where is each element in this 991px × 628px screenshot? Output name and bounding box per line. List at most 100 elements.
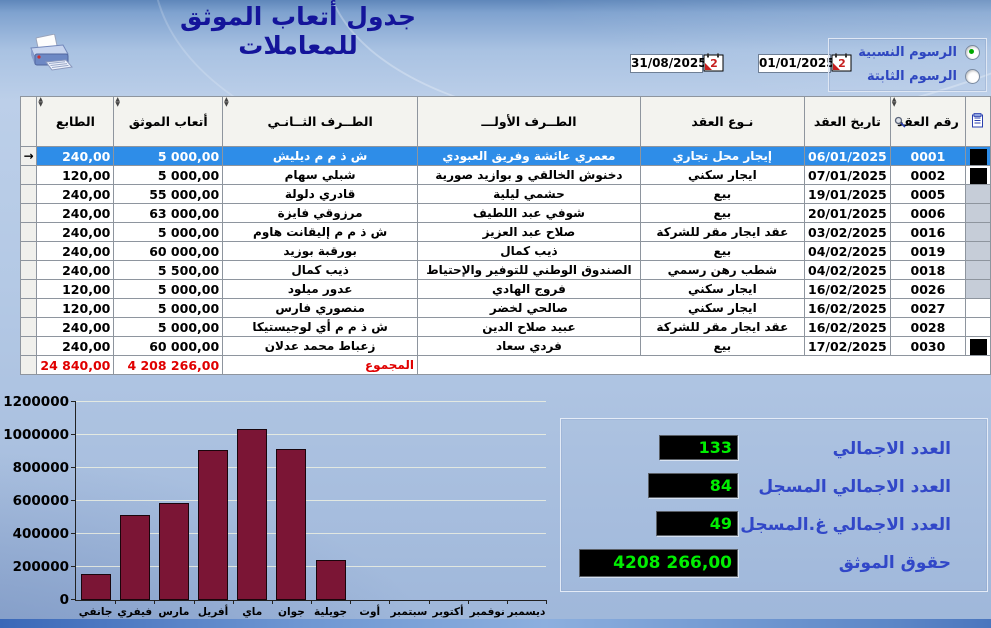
cell-number: 0027 (889, 298, 966, 318)
cell-party2: ذيب كمال (222, 260, 419, 280)
column-header-party2[interactable]: ▲ ▼ الطــرف الثــانـي (222, 96, 419, 147)
x-axis-tick (428, 600, 430, 604)
cell-indicator (964, 298, 991, 318)
printer-icon[interactable] (24, 34, 76, 80)
y-axis-label: 400000 (12, 526, 69, 542)
cell-date: 17/02/2025 (803, 336, 891, 356)
date-to-field[interactable]: 31/08/2025 (630, 54, 707, 73)
row-selector (19, 184, 38, 204)
cell-type: ايجار سكني (639, 279, 805, 299)
summary-panel: 133 العدد الاجمالي 84 العدد الاجمالي الم… (560, 418, 988, 592)
table-row[interactable]: 120,00 5 000,00 منصوري فارس صالحي لخضر ايجار… (19, 298, 991, 318)
calendar-icon[interactable]: 2 (831, 53, 854, 73)
chart-bar (198, 450, 229, 600)
cell-party1: دخنوش الخالقي و بوازيد صورية (417, 165, 641, 185)
cell-party2: ش ذ م م ديليش (222, 146, 419, 166)
radio-proportional-fees[interactable] (965, 44, 980, 60)
sort-icon: ▲ ▼ (38, 96, 43, 108)
y-axis-tick (71, 500, 76, 501)
radio-fixed-fees[interactable] (965, 68, 980, 84)
cell-indicator (964, 317, 991, 337)
column-header-stamp[interactable]: ▲ ▼ الطابع (36, 96, 115, 147)
table-header-row: ▲ ▼ الطابع ▲ ▼ أتعاب الموثق ▲ ▼ الطــرف الثــا… (19, 96, 991, 147)
y-axis-tick (71, 467, 76, 468)
cell-date: 04/02/2025 (803, 260, 891, 280)
table-row[interactable]: 120,00 5 000,00 شبلي سهام دخنوش الخالقي و ب… (19, 165, 991, 185)
x-axis-tick (467, 600, 469, 604)
table-row[interactable]: 240,00 60 000,00 بورقبة بوزيد ذيب كمال بيع 04… (19, 241, 991, 261)
cell-date: 16/02/2025 (803, 317, 891, 337)
table-row[interactable]: 240,00 5 000,00 ش ذ م م أي لوجيستيكا عبيد ص… (19, 317, 991, 337)
column-header-date[interactable]: تاريخ العقد (803, 96, 891, 147)
cell-number: 0018 (889, 260, 966, 280)
cell-number: 0019 (889, 241, 966, 261)
page-title: جدول أتعاب الموثق للمعاملات (180, 2, 416, 60)
summary-row-unregistered: 49 العدد الاجمالي غ.المسجل (561, 511, 987, 541)
lcd-notary-rights: 4208 266,00 (579, 549, 738, 577)
column-header-number[interactable]: ▲ ▼ رقم العقد (889, 96, 966, 147)
calendar-icon[interactable]: 2 (703, 53, 726, 73)
x-axis-tick (232, 600, 234, 604)
cell-number: 0002 (889, 165, 966, 185)
cell-date: 20/01/2025 (803, 203, 891, 223)
chart-bar (276, 449, 307, 600)
table-row[interactable]: 240,00 60 000,00 زعباط محمد عدلان فردي سعاد… (19, 336, 991, 356)
cell-stamp: 120,00 (36, 279, 115, 299)
y-axis-tick (71, 401, 76, 402)
date-from-field[interactable]: 01/01/2025 (758, 54, 835, 73)
y-axis-tick (71, 434, 76, 435)
cell-type: شطب رهن رسمي (639, 260, 805, 280)
cell-party1: صالحي لخضر (417, 298, 641, 318)
x-axis-tick (154, 600, 156, 604)
cell-date: 04/02/2025 (803, 241, 891, 261)
column-header-type[interactable]: نـوع العقد (639, 96, 805, 147)
cell-party2: بورقبة بوزيد (222, 241, 419, 261)
row-selector (19, 298, 38, 318)
total-row: 24 840,00 4 208 266,00 المجموع (19, 355, 991, 375)
x-axis-label: أفريل (197, 606, 229, 618)
radio-row-fixed[interactable]: الرسوم الثابتة (867, 65, 980, 87)
y-axis-label: 200000 (12, 559, 69, 575)
x-axis-label: فيفري (117, 606, 153, 618)
cell-party1: معمري عائشة وفريق العبودي (417, 146, 641, 166)
cell-fee: 5 000,00 (113, 317, 224, 337)
cell-party1: صلاح عبد العزيز (417, 222, 641, 242)
cell-fee: 60 000,00 (113, 241, 224, 261)
cell-party1: حشمي ليلية (417, 184, 641, 204)
x-axis-label: أكتوبر (432, 606, 464, 618)
column-header-party1[interactable]: الطــرف الأولـــ (417, 96, 641, 147)
cell-party1: ذيب كمال (417, 241, 641, 261)
x-axis-tick (506, 600, 508, 604)
notepad-icon (971, 112, 983, 127)
row-selector (19, 260, 38, 280)
indicator-column-header[interactable] (964, 96, 991, 147)
radio-fixed-label: الرسوم الثابتة (866, 68, 957, 84)
table-row[interactable]: 120,00 5 000,00 عدور ميلود فروج الهادي ايجار… (19, 279, 991, 299)
cell-indicator (964, 203, 991, 223)
cell-number: 0006 (889, 203, 966, 223)
cell-party1: الصندوق الوطني للتوفير والإحتياط (417, 260, 641, 280)
x-axis-tick (271, 600, 273, 604)
sort-icon: ▲ ▼ (891, 96, 897, 108)
cell-indicator (964, 241, 991, 261)
column-header-fee[interactable]: ▲ ▼ أتعاب الموثق (113, 96, 224, 147)
radio-row-proportional[interactable]: الرسوم النسبية (858, 41, 980, 63)
x-axis-label: جانفي (78, 606, 113, 618)
chart-bar (158, 503, 189, 600)
cell-party1: فردي سعاد (417, 336, 641, 356)
sort-icon: ▲ ▼ (115, 96, 120, 108)
cell-fee: 5 000,00 (113, 222, 224, 242)
table-row[interactable]: 240,00 5 500,00 ذيب كمال الصندوق الوطني للت… (19, 260, 991, 280)
y-axis-label: 800000 (12, 460, 69, 476)
cell-indicator (964, 279, 991, 299)
table-row[interactable]: 240,00 5 000,00 ش ذ م م إليقانت هاوم صلاح ع… (19, 222, 991, 242)
monthly-fees-chart: 0 200000 400000 600000 800000 1000000 1200000 ج… (3, 388, 556, 622)
cell-number: 0001 (889, 146, 966, 166)
cell-stamp: 240,00 (36, 222, 115, 242)
cell-stamp: 240,00 (36, 317, 115, 337)
table-row[interactable]: 240,00 63 000,00 مرزوقي فايزة شوفي عبد اللط… (19, 203, 991, 223)
chart-bar (119, 515, 150, 600)
x-axis-label: أوت (359, 606, 381, 618)
table-row[interactable]: 240,00 55 000,00 قادري دلولة حشمي ليلية بيع 1… (19, 184, 991, 204)
table-row[interactable]: → 240,00 5 000,00 ش ذ م م ديليش معمري عائشة … (19, 146, 991, 166)
